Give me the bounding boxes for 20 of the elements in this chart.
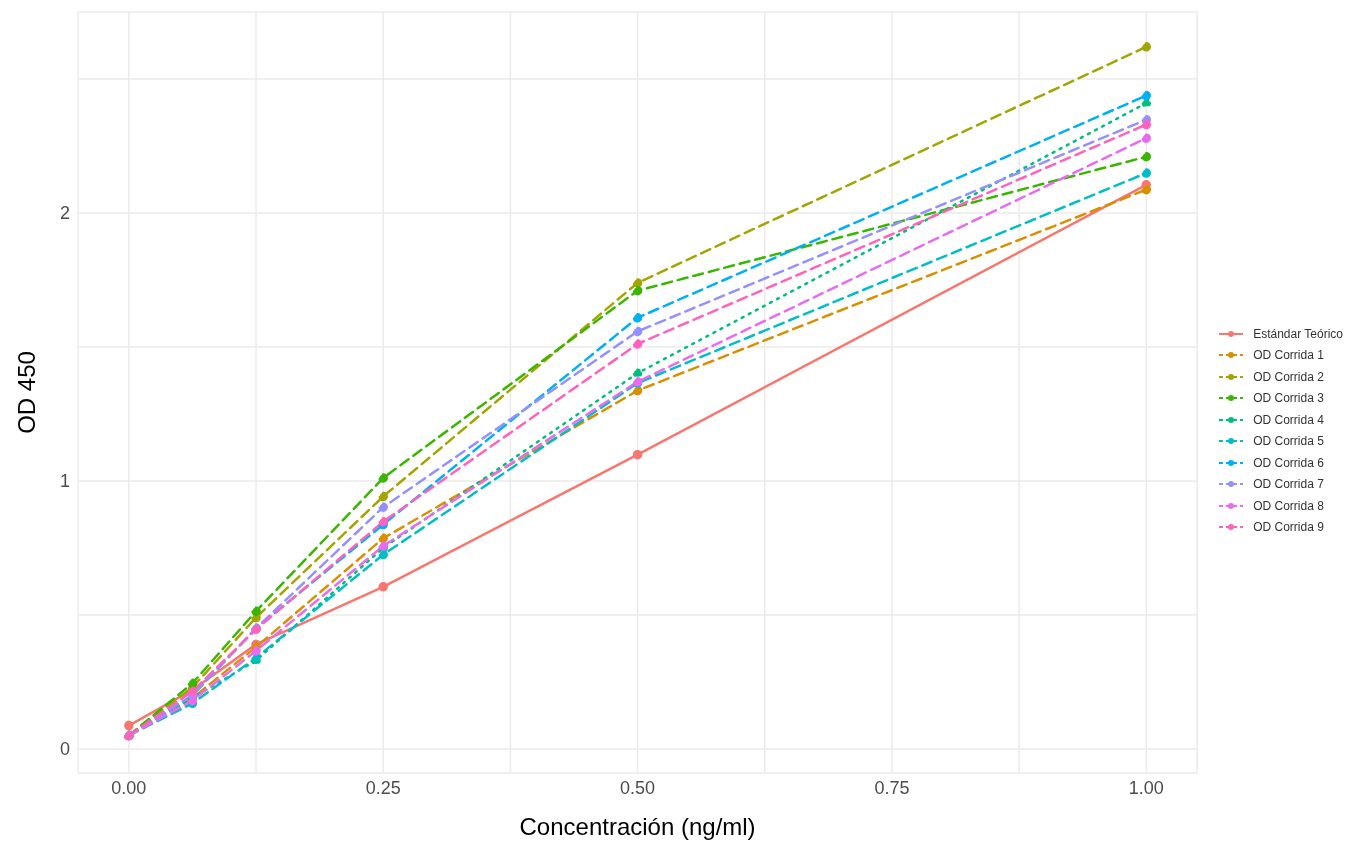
x-tick-label: 0.25 xyxy=(365,777,401,798)
legend-label: Estándar Teórico xyxy=(1253,326,1343,341)
legend-label: OD Corrida 8 xyxy=(1253,498,1324,513)
x-tick-label: 0.50 xyxy=(620,777,656,798)
legend-label: OD Corrida 5 xyxy=(1253,434,1324,449)
x-tick-label: 0.75 xyxy=(874,777,910,798)
y-axis-title: OD 450 xyxy=(12,351,40,434)
legend-label: OD Corrida 4 xyxy=(1253,412,1324,427)
legend-label: OD Corrida 9 xyxy=(1253,520,1324,535)
legend-label: OD Corrida 1 xyxy=(1253,348,1324,363)
legend-label: OD Corrida 2 xyxy=(1253,369,1324,384)
x-axis-title: Concentración (ng/ml) xyxy=(519,813,756,840)
y-tick-label: 2 xyxy=(59,203,70,224)
legend-label: OD Corrida 6 xyxy=(1253,455,1324,470)
legend-label: OD Corrida 7 xyxy=(1253,477,1324,492)
x-tick-label: 1.00 xyxy=(1128,777,1164,798)
y-tick-label: 0 xyxy=(59,739,70,760)
legend-label: OD Corrida 3 xyxy=(1253,391,1324,406)
y-tick-label: 1 xyxy=(59,471,70,492)
x-tick-label: 0.00 xyxy=(111,777,147,798)
